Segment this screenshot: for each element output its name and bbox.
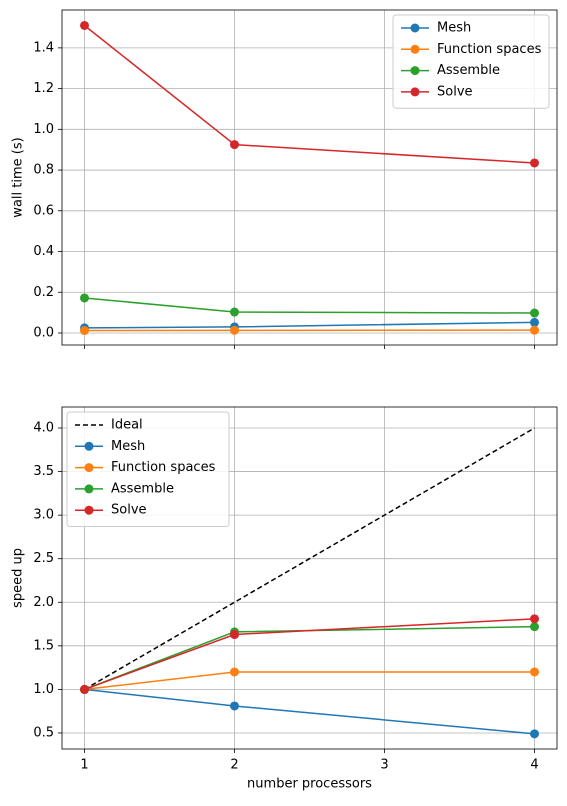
data-point — [230, 140, 239, 149]
data-point — [530, 667, 539, 676]
x-axis-label: number processors — [247, 777, 372, 792]
data-point — [80, 293, 89, 302]
y-tick-label: 1.0 — [33, 122, 54, 137]
y-tick-label: 0.4 — [33, 244, 54, 259]
series-line — [85, 322, 535, 327]
y-tick-label: 0.8 — [33, 163, 54, 178]
y-tick-label: 0.0 — [33, 325, 54, 340]
data-point — [530, 729, 539, 738]
data-point — [530, 158, 539, 167]
y-tick-label: 4.0 — [33, 420, 54, 435]
y-axis-label: wall time (s) — [11, 137, 26, 217]
data-point — [230, 630, 239, 639]
data-point — [530, 309, 539, 318]
data-point — [80, 685, 89, 694]
legend-label: Solve — [437, 84, 473, 99]
y-tick-label: 0.6 — [33, 203, 54, 218]
legend-label: Assemble — [111, 481, 174, 496]
y-axis-label: speed up — [11, 548, 26, 608]
data-point — [530, 614, 539, 623]
legend-marker — [411, 24, 420, 33]
data-point — [230, 326, 239, 335]
y-tick-label: 1.5 — [33, 638, 54, 653]
data-point — [530, 318, 539, 327]
data-point — [80, 21, 89, 30]
x-tick-label: 2 — [230, 758, 238, 773]
series-line — [85, 672, 535, 689]
y-tick-label: 3.5 — [33, 464, 54, 479]
y-tick-label: 1.2 — [33, 81, 54, 96]
series-line — [85, 627, 535, 690]
legend-marker — [411, 87, 420, 96]
series-line — [85, 689, 535, 733]
data-point — [530, 326, 539, 335]
y-tick-label: 0.2 — [33, 285, 54, 300]
data-point — [230, 701, 239, 710]
legend-label: Mesh — [437, 21, 471, 36]
legend-label: Mesh — [111, 439, 145, 454]
series-line — [85, 298, 535, 313]
legend-label: Assemble — [437, 63, 500, 78]
data-point — [230, 308, 239, 317]
data-point — [80, 326, 89, 335]
legend-marker — [411, 66, 420, 75]
y-tick-label: 2.0 — [33, 595, 54, 610]
data-point — [530, 622, 539, 631]
legend-marker — [85, 506, 94, 515]
y-tick-label: 1.4 — [33, 40, 54, 55]
legend-label: Ideal — [111, 418, 143, 433]
data-point — [230, 667, 239, 676]
x-tick-label: 1 — [80, 758, 88, 773]
legend-marker — [85, 442, 94, 451]
x-tick-label: 4 — [530, 758, 538, 773]
y-tick-label: 2.5 — [33, 551, 54, 566]
legend-label: Function spaces — [437, 42, 542, 57]
y-tick-label: 3.0 — [33, 508, 54, 523]
legend-label: Solve — [111, 503, 147, 518]
series-line — [85, 619, 535, 690]
legend-marker — [85, 463, 94, 472]
legend-label: Function spaces — [111, 460, 216, 475]
legend-marker — [85, 484, 94, 493]
legend-marker — [411, 45, 420, 54]
y-tick-label: 0.5 — [33, 725, 54, 740]
y-tick-label: 1.0 — [33, 682, 54, 697]
x-tick-label: 3 — [380, 758, 388, 773]
